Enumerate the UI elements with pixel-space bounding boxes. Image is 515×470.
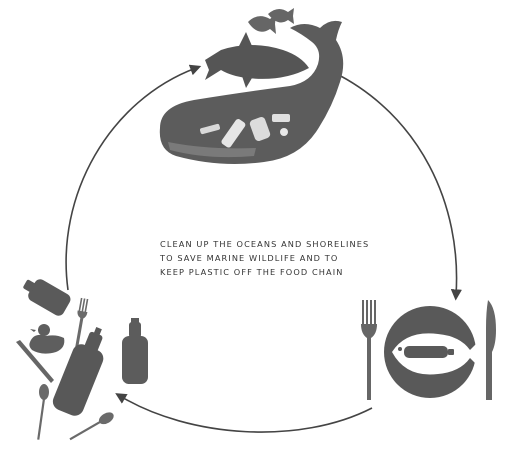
waste-knife-icon bbox=[16, 340, 54, 383]
message-line-1: CLEAN UP THE OCEANS AND SHORELINES bbox=[160, 239, 370, 249]
message-line-3: KEEP PLASTIC OFF THE FOOD CHAIN bbox=[160, 267, 344, 277]
small-fish-icon bbox=[248, 8, 294, 34]
whale-with-fish-and-plastic-icon bbox=[159, 8, 344, 164]
cycle-arrows bbox=[65, 64, 462, 433]
bottle-in-whale-icon bbox=[221, 119, 246, 148]
bottle-in-fish-icon bbox=[404, 346, 448, 358]
fish-on-plate-icon bbox=[392, 333, 484, 375]
waste-fork-icon bbox=[74, 297, 89, 353]
whale-icon bbox=[159, 20, 344, 164]
large-bottle-icon bbox=[52, 326, 104, 416]
plate-with-fish-containing-bottle-icon bbox=[361, 300, 496, 400]
spoon-bottom-icon bbox=[69, 412, 114, 441]
message-line-2: TO SAVE MARINE WILDLIFE AND TO bbox=[160, 253, 339, 263]
center-message: CLEAN UP THE OCEANS AND SHORELINES TO SA… bbox=[160, 237, 380, 279]
arrow-plate-to-waste bbox=[115, 393, 373, 433]
plastic-waste-pile-icon bbox=[16, 279, 148, 441]
arrow-whale-to-plate bbox=[332, 71, 462, 301]
spoon-icon bbox=[37, 384, 49, 440]
small-bottle-icon bbox=[23, 279, 71, 316]
knife-icon bbox=[486, 300, 496, 400]
arrow-waste-to-whale bbox=[65, 64, 202, 291]
rubber-duck-icon bbox=[29, 324, 65, 354]
fork-icon bbox=[361, 300, 377, 400]
medium-bottle-icon bbox=[122, 318, 148, 384]
tuna-icon bbox=[205, 32, 309, 88]
